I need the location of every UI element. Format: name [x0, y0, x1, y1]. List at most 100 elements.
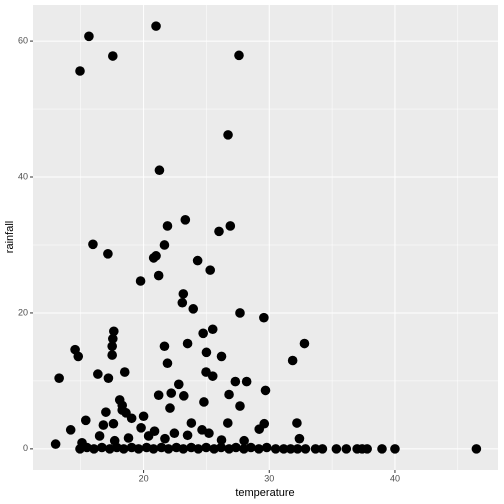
point: [285, 444, 296, 454]
point: [94, 431, 105, 441]
point: [154, 165, 165, 176]
point: [254, 424, 265, 434]
point: [270, 444, 281, 454]
point: [160, 433, 170, 444]
point: [310, 444, 321, 454]
point: [471, 444, 482, 454]
point: [234, 50, 244, 61]
point: [173, 379, 184, 390]
point: [54, 373, 64, 383]
point: [165, 403, 175, 413]
point: [107, 341, 117, 352]
point: [118, 444, 129, 454]
point: [166, 388, 177, 398]
panel: [33, 5, 498, 470]
point: [317, 444, 328, 454]
point: [390, 444, 400, 454]
point: [108, 51, 118, 61]
point: [216, 442, 226, 453]
point: [216, 435, 227, 445]
point: [180, 215, 191, 225]
point: [292, 418, 302, 428]
point: [126, 413, 137, 424]
point: [223, 130, 233, 140]
point: [201, 347, 212, 358]
point: [163, 444, 174, 454]
point: [224, 389, 234, 400]
y-tick-label: 0: [23, 443, 28, 453]
point: [179, 391, 189, 401]
point: [135, 276, 146, 286]
point: [136, 422, 146, 433]
point: [169, 428, 180, 439]
point: [377, 444, 387, 454]
point: [138, 411, 149, 422]
point: [261, 442, 272, 453]
point: [214, 226, 224, 237]
point: [241, 376, 252, 387]
point: [235, 308, 245, 318]
point: [287, 355, 298, 366]
point: [299, 338, 310, 349]
point: [216, 351, 227, 362]
x-tick-label: 30: [264, 473, 274, 483]
point: [80, 415, 91, 426]
x-tick-label: 20: [139, 473, 149, 483]
point: [89, 444, 99, 454]
point: [151, 21, 161, 31]
point: [193, 444, 204, 454]
point: [225, 221, 236, 231]
point: [294, 433, 305, 444]
point: [292, 444, 303, 454]
point: [207, 371, 218, 381]
point: [230, 376, 241, 387]
y-tick-label: 40: [18, 171, 28, 181]
point: [278, 444, 289, 454]
point: [103, 249, 113, 259]
point: [207, 324, 218, 335]
point: [143, 431, 154, 441]
point: [148, 444, 159, 454]
point: [153, 390, 164, 400]
point: [97, 442, 107, 453]
point: [107, 350, 117, 360]
point: [204, 428, 214, 439]
point: [260, 385, 271, 396]
point: [178, 444, 189, 454]
point: [182, 430, 193, 441]
point: [231, 442, 241, 453]
point: [103, 373, 114, 383]
point: [88, 239, 98, 250]
y-tick-label: 60: [18, 35, 28, 45]
point: [362, 444, 372, 454]
y-axis-title: rainfall: [4, 221, 16, 253]
point: [235, 401, 245, 411]
point: [162, 221, 173, 231]
point: [148, 253, 159, 263]
point: [159, 240, 170, 250]
point: [133, 444, 144, 454]
point: [178, 289, 189, 299]
point: [199, 397, 209, 407]
point: [341, 444, 352, 454]
point: [98, 420, 109, 430]
point: [192, 255, 203, 266]
point: [239, 435, 249, 446]
point: [101, 407, 111, 417]
point: [259, 312, 269, 323]
point: [84, 31, 94, 42]
point: [205, 265, 216, 275]
point: [201, 442, 211, 453]
point: [186, 418, 197, 428]
point: [198, 328, 208, 339]
y-tick-label: 20: [18, 307, 28, 317]
point: [331, 444, 342, 454]
point: [222, 418, 233, 428]
point: [159, 341, 170, 352]
point: [119, 367, 130, 377]
point: [108, 418, 119, 429]
point: [73, 351, 84, 362]
point: [188, 304, 199, 314]
point: [108, 333, 118, 344]
